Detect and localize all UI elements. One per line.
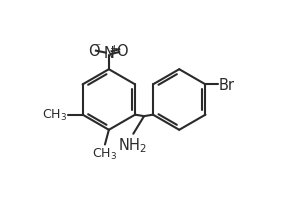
Text: O: O (88, 44, 100, 59)
Text: CH$_3$: CH$_3$ (42, 108, 67, 123)
Text: +: + (110, 44, 118, 54)
Text: N: N (103, 46, 114, 61)
Text: CH$_3$: CH$_3$ (92, 146, 117, 161)
Text: Br: Br (219, 77, 235, 92)
Text: ⁻: ⁻ (94, 41, 100, 54)
Text: O: O (116, 44, 127, 59)
Text: NH$_2$: NH$_2$ (118, 136, 147, 154)
